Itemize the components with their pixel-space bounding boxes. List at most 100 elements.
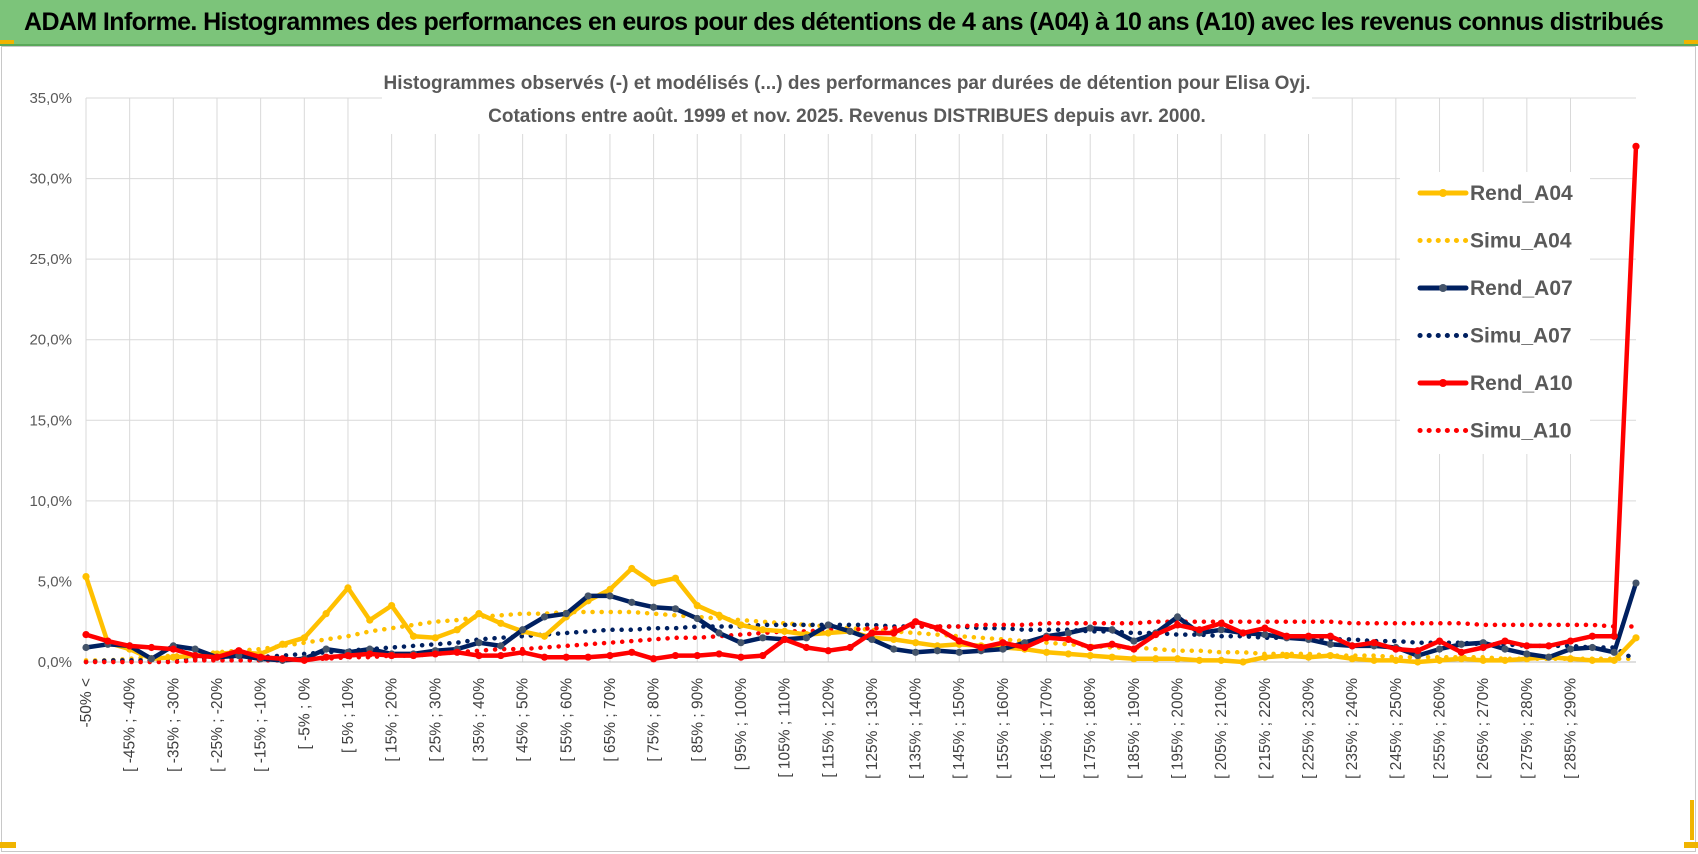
- x-tick-label: [ 265% ; 270%: [1475, 678, 1492, 779]
- data-point-rend-a10: [1545, 642, 1553, 650]
- x-tick-label: [ 145% ; 150%: [951, 678, 968, 779]
- data-point-rend-a10: [671, 651, 680, 660]
- data-point-rend-a04: [693, 602, 701, 610]
- x-tick-label: [ 165% ; 170%: [1039, 678, 1056, 779]
- data-point-rend-a04: [824, 629, 832, 637]
- data-point-rend-a10: [1501, 637, 1509, 645]
- legend: Rend_A04 Simu_A04 Rend_A07 Simu_A07 Rend_A10…: [1417, 182, 1573, 443]
- x-tick-label: [ -15% ; -10%: [253, 678, 270, 772]
- data-point-rend-a10: [1021, 643, 1029, 652]
- data-point-rend-a10: [1610, 632, 1618, 640]
- data-point-rend-a04: [1435, 656, 1444, 664]
- data-point-rend-a10: [911, 618, 920, 626]
- data-point-rend-a04: [650, 579, 658, 587]
- data-point-rend-a04: [737, 621, 745, 629]
- data-point-rend-a10: [1130, 645, 1138, 653]
- data-point-rend-a10: [278, 655, 287, 663]
- header-banner: ADAM Informe. Histogrammes des performan…: [0, 0, 1698, 46]
- x-tick-label: [ 15% ; 20%: [384, 678, 401, 762]
- data-point-rend-a04: [1064, 650, 1072, 658]
- x-tick-label: [ -45% ; -40%: [122, 678, 139, 772]
- data-point-rend-a04: [1108, 653, 1116, 661]
- data-point-rend-a07: [955, 648, 963, 656]
- data-point-rend-a04: [759, 626, 767, 634]
- x-tick-label: [ 135% ; 140%: [908, 678, 925, 779]
- x-tick-label: -50% <: [78, 678, 95, 728]
- data-point-rend-a10: [1042, 634, 1051, 642]
- x-tick-label: [ 35% ; 40%: [471, 678, 488, 762]
- data-point-rend-a07: [911, 648, 920, 656]
- series-line-rend-a07: [83, 580, 1639, 663]
- data-point-rend-a10: [824, 647, 832, 655]
- data-point-rend-a10: [606, 651, 614, 660]
- legend-label-rend-a04: Rend_A04: [1470, 182, 1573, 205]
- data-point-rend-a10: [82, 631, 90, 639]
- data-point-rend-a07: [715, 629, 723, 637]
- data-point-rend-a10: [1108, 640, 1116, 648]
- data-point-rend-a04: [715, 611, 723, 619]
- y-tick-label: 15,0%: [29, 412, 72, 429]
- x-tick-label: [ 105% ; 110%: [777, 678, 794, 778]
- x-tick-label: [ 115% ; 120%: [820, 678, 837, 778]
- data-point-rend-a04: [1086, 651, 1094, 660]
- x-tick-label: [ 185% ; 190%: [1126, 678, 1143, 779]
- data-point-rend-a10: [147, 643, 156, 652]
- data-point-rend-a04: [475, 610, 483, 618]
- y-axis-ticks: 0,0% 5,0% 10,0% 15,0% 20,0% 25,0% 30,0% 35,0%: [29, 90, 72, 671]
- data-point-rend-a10: [1392, 645, 1400, 653]
- y-tick-label: 10,0%: [29, 493, 72, 510]
- data-point-rend-a10: [933, 624, 942, 632]
- data-point-rend-a04: [1130, 655, 1138, 663]
- x-tick-label: [ 155% ; 160%: [995, 678, 1012, 779]
- data-point-rend-a10: [1217, 619, 1225, 627]
- data-point-rend-a07: [606, 592, 614, 600]
- x-tick-label: [ 235% ; 240%: [1344, 678, 1361, 779]
- legend-label-simu-a04: Simu_A04: [1470, 230, 1572, 253]
- x-tick-label: [ 245% ; 250%: [1388, 678, 1405, 779]
- legend-label-simu-a10: Simu_A10: [1470, 420, 1572, 443]
- x-axis-ticks: -50% < [ -45% ; -40% [ -35% ; -30% [ -25% ;…: [78, 678, 1580, 779]
- data-point-rend-a04: [1195, 656, 1203, 664]
- data-point-rend-a04: [1239, 658, 1247, 666]
- data-point-rend-a07: [650, 603, 658, 611]
- series-line-simu-a10: [83, 619, 1639, 665]
- data-point-rend-a07: [1457, 640, 1465, 648]
- data-point-rend-a10: [1304, 632, 1313, 640]
- data-point-rend-a10: [1370, 639, 1378, 647]
- data-point-rend-a04: [1414, 658, 1422, 666]
- x-tick-label: [ 75% ; 80%: [646, 678, 663, 762]
- data-point-rend-a04: [780, 627, 789, 635]
- corner-mark: [0, 842, 16, 848]
- data-point-rend-a04: [606, 585, 614, 594]
- data-point-rend-a10: [584, 653, 592, 661]
- data-point-rend-a10: [977, 643, 985, 652]
- data-point-rend-a07: [1261, 631, 1269, 639]
- data-point-rend-a04: [1217, 656, 1225, 664]
- data-point-rend-a04: [1610, 656, 1618, 664]
- data-point-rend-a07: [1064, 629, 1072, 637]
- data-point-rend-a04: [300, 634, 308, 642]
- chart-title: Histogrammes observés (-) et modélisés (…: [383, 73, 1310, 94]
- page-title: ADAM Informe. Histogrammes des performan…: [24, 8, 1664, 36]
- chart-subtitle: Cotations entre août. 1999 et nov. 2025.…: [488, 106, 1206, 127]
- data-point-rend-a04: [628, 564, 636, 573]
- legend-label-rend-a07: Rend_A07: [1470, 277, 1573, 300]
- data-point-rend-a10: [715, 650, 723, 658]
- data-point-rend-a10: [344, 651, 352, 660]
- data-point-rend-a04: [1566, 655, 1575, 663]
- y-tick-label: 20,0%: [29, 332, 72, 349]
- x-tick-label: [ -35% ; -30%: [165, 678, 182, 772]
- legend-marker-rend-a10: [1439, 379, 1447, 387]
- data-point-rend-a10: [366, 650, 374, 658]
- data-point-rend-a04: [1326, 651, 1334, 660]
- data-point-rend-a07: [584, 592, 592, 600]
- data-point-rend-a07: [824, 621, 832, 629]
- x-tick-label: [ -25% ; -20%: [209, 678, 226, 772]
- data-point-rend-a07: [999, 645, 1007, 653]
- data-point-rend-a07: [191, 645, 199, 653]
- data-point-rend-a10: [955, 637, 963, 645]
- corner-mark: [1684, 842, 1698, 848]
- data-point-rend-a10: [999, 639, 1007, 647]
- x-tick-label: [ 25% ; 30%: [427, 678, 444, 762]
- data-point-rend-a04: [409, 632, 418, 640]
